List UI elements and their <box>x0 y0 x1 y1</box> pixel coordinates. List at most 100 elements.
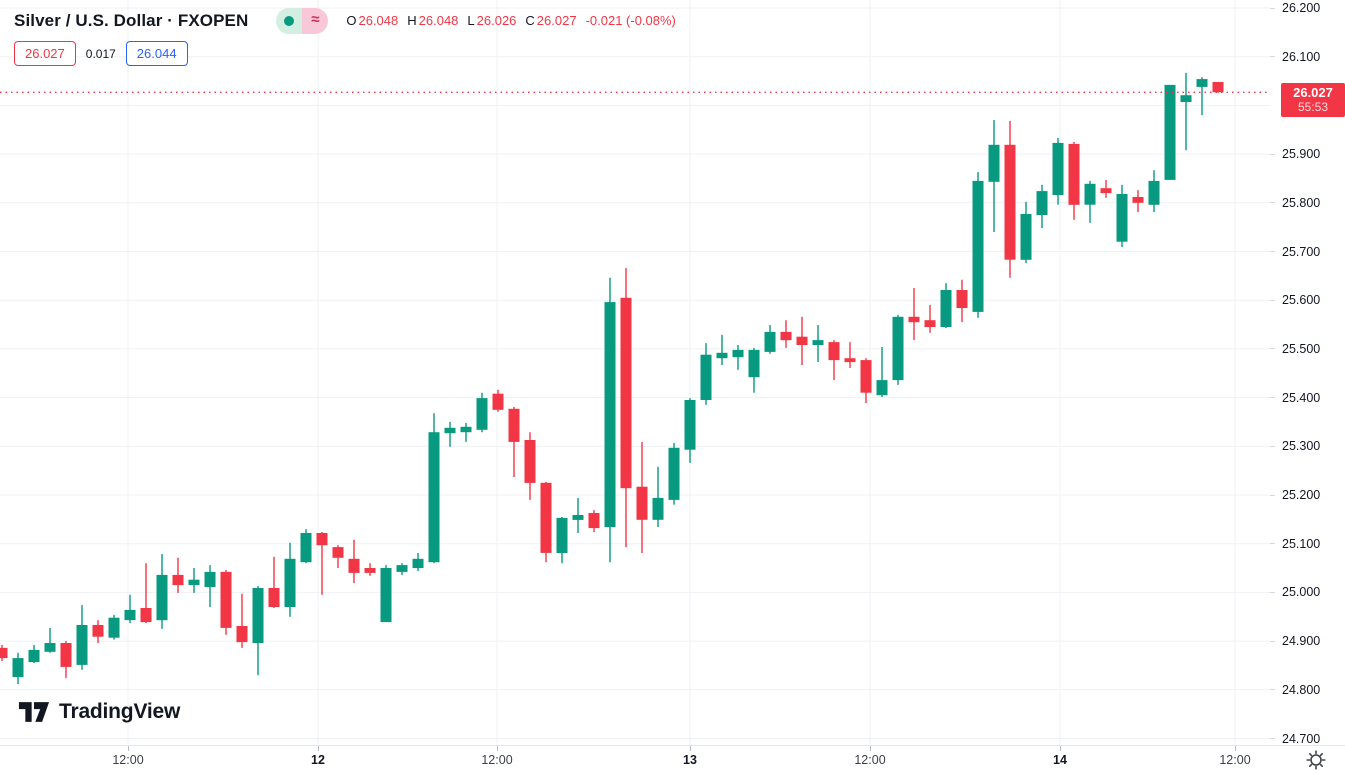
candle <box>1132 190 1144 213</box>
candle <box>1164 84 1176 180</box>
candle <box>316 532 328 595</box>
time-axis-tick <box>870 746 871 751</box>
candle <box>732 345 744 370</box>
candle <box>1068 141 1080 220</box>
ohlc-readout: O 26.048 H 26.048 L 26.026 C 26.027 -0.021 (… <box>346 13 676 28</box>
candle <box>1004 121 1016 278</box>
candle <box>940 283 952 328</box>
price-axis-label: 25.800 <box>1282 195 1321 210</box>
tradingview-logo-text: TradingView <box>59 700 181 723</box>
candle <box>44 628 56 653</box>
tradingview-branding-link[interactable]: TradingView <box>18 700 180 724</box>
candle <box>1148 170 1160 213</box>
candle <box>476 392 488 433</box>
candle <box>508 406 520 477</box>
candle <box>348 539 360 584</box>
price-axis-label: 24.700 <box>1282 731 1321 746</box>
candle <box>700 343 712 405</box>
candle <box>748 347 760 393</box>
legend-row-quotes: 26.027 0.017 26.044 <box>14 41 676 66</box>
legend-row-title: Silver / U.S. Dollar · FXOPEN ≈ O 26.048 … <box>14 7 676 34</box>
time-axis-tick <box>497 746 498 751</box>
buy-ask-button[interactable]: 26.044 <box>125 41 188 66</box>
price-axis-tick <box>1270 397 1275 399</box>
close-label: C <box>525 13 535 28</box>
candle <box>300 529 312 564</box>
candle <box>1084 180 1096 223</box>
candle <box>332 545 344 568</box>
current-price-label: 26.027 55:53 <box>1281 83 1345 118</box>
price-axis-tick <box>1270 202 1275 204</box>
sell-bid-button[interactable]: 26.027 <box>14 41 76 66</box>
low-label: L <box>467 13 475 28</box>
candle <box>652 466 664 528</box>
candle <box>268 556 280 608</box>
candle <box>156 553 168 629</box>
candle <box>108 614 120 640</box>
candle <box>636 441 648 553</box>
candle <box>924 305 936 333</box>
candle <box>588 510 600 532</box>
candle <box>828 340 840 381</box>
tradingview-logo-icon <box>18 702 50 722</box>
chart-legend: Silver / U.S. Dollar · FXOPEN ≈ O 26.048 … <box>14 7 676 66</box>
price-axis[interactable]: 26.027 55:53 26.200 26.100 25.900 25.800 25.… <box>1270 0 1345 746</box>
symbol-title: Silver / U.S. Dollar · FXOPEN <box>14 10 249 30</box>
time-axis-label: 13 <box>683 753 697 767</box>
price-axis-label: 26.100 <box>1282 49 1321 64</box>
gear-icon[interactable] <box>1304 748 1328 772</box>
candle <box>28 645 40 663</box>
candle <box>1212 82 1224 93</box>
time-axis-label: 14 <box>1053 753 1067 767</box>
price-axis-label: 25.300 <box>1282 439 1321 454</box>
chart-plot-area[interactable] <box>0 0 1270 745</box>
time-axis-label: 12:00 <box>1219 753 1251 767</box>
candle <box>92 620 104 643</box>
candle <box>892 314 904 385</box>
candle <box>524 432 536 500</box>
candle <box>444 421 456 447</box>
price-axis-tick <box>1270 494 1275 496</box>
price-axis-tick <box>1270 299 1275 301</box>
candle <box>1036 184 1048 229</box>
candle <box>188 568 200 593</box>
time-axis-label: 12:00 <box>481 753 513 767</box>
candle <box>172 557 184 593</box>
price-axis-tick <box>1270 689 1275 691</box>
price-axis-tick <box>1270 348 1275 350</box>
candlestick-canvas[interactable] <box>0 0 1270 745</box>
price-axis-label: 25.000 <box>1282 585 1321 600</box>
current-price-value: 26.027 <box>1293 85 1333 101</box>
price-axis-label: 24.900 <box>1282 634 1321 649</box>
candle <box>956 279 968 323</box>
price-axis-label: 25.700 <box>1282 244 1321 259</box>
price-axis-tick <box>1270 251 1275 252</box>
price-axis-label: 25.900 <box>1282 147 1321 162</box>
close-value: 26.027 <box>536 13 577 28</box>
candle <box>492 389 504 412</box>
candle <box>860 358 872 403</box>
candle <box>364 563 376 576</box>
price-axis-tick <box>1270 56 1275 58</box>
candle <box>812 325 824 362</box>
candle <box>668 442 680 505</box>
price-axis-label: 26.200 <box>1282 1 1321 15</box>
candle <box>124 594 136 624</box>
market-status-pill: ≈ <box>276 7 329 34</box>
price-axis-tick <box>1270 153 1275 155</box>
time-axis-tick <box>128 746 129 751</box>
candle <box>796 316 808 365</box>
high-label: H <box>407 13 417 28</box>
open-label: O <box>346 13 357 28</box>
candle <box>988 120 1000 232</box>
candle <box>620 268 632 548</box>
candle <box>380 565 392 623</box>
change-value: -0.021 (-0.08%) <box>585 13 676 28</box>
price-axis-label: 25.100 <box>1282 536 1321 551</box>
candle <box>0 645 8 662</box>
price-axis-tick <box>1270 543 1275 545</box>
time-axis[interactable]: 12:00 12 12:00 13 12:00 14 12:00 <box>0 745 1345 774</box>
candle <box>76 605 88 670</box>
candle <box>460 422 472 442</box>
